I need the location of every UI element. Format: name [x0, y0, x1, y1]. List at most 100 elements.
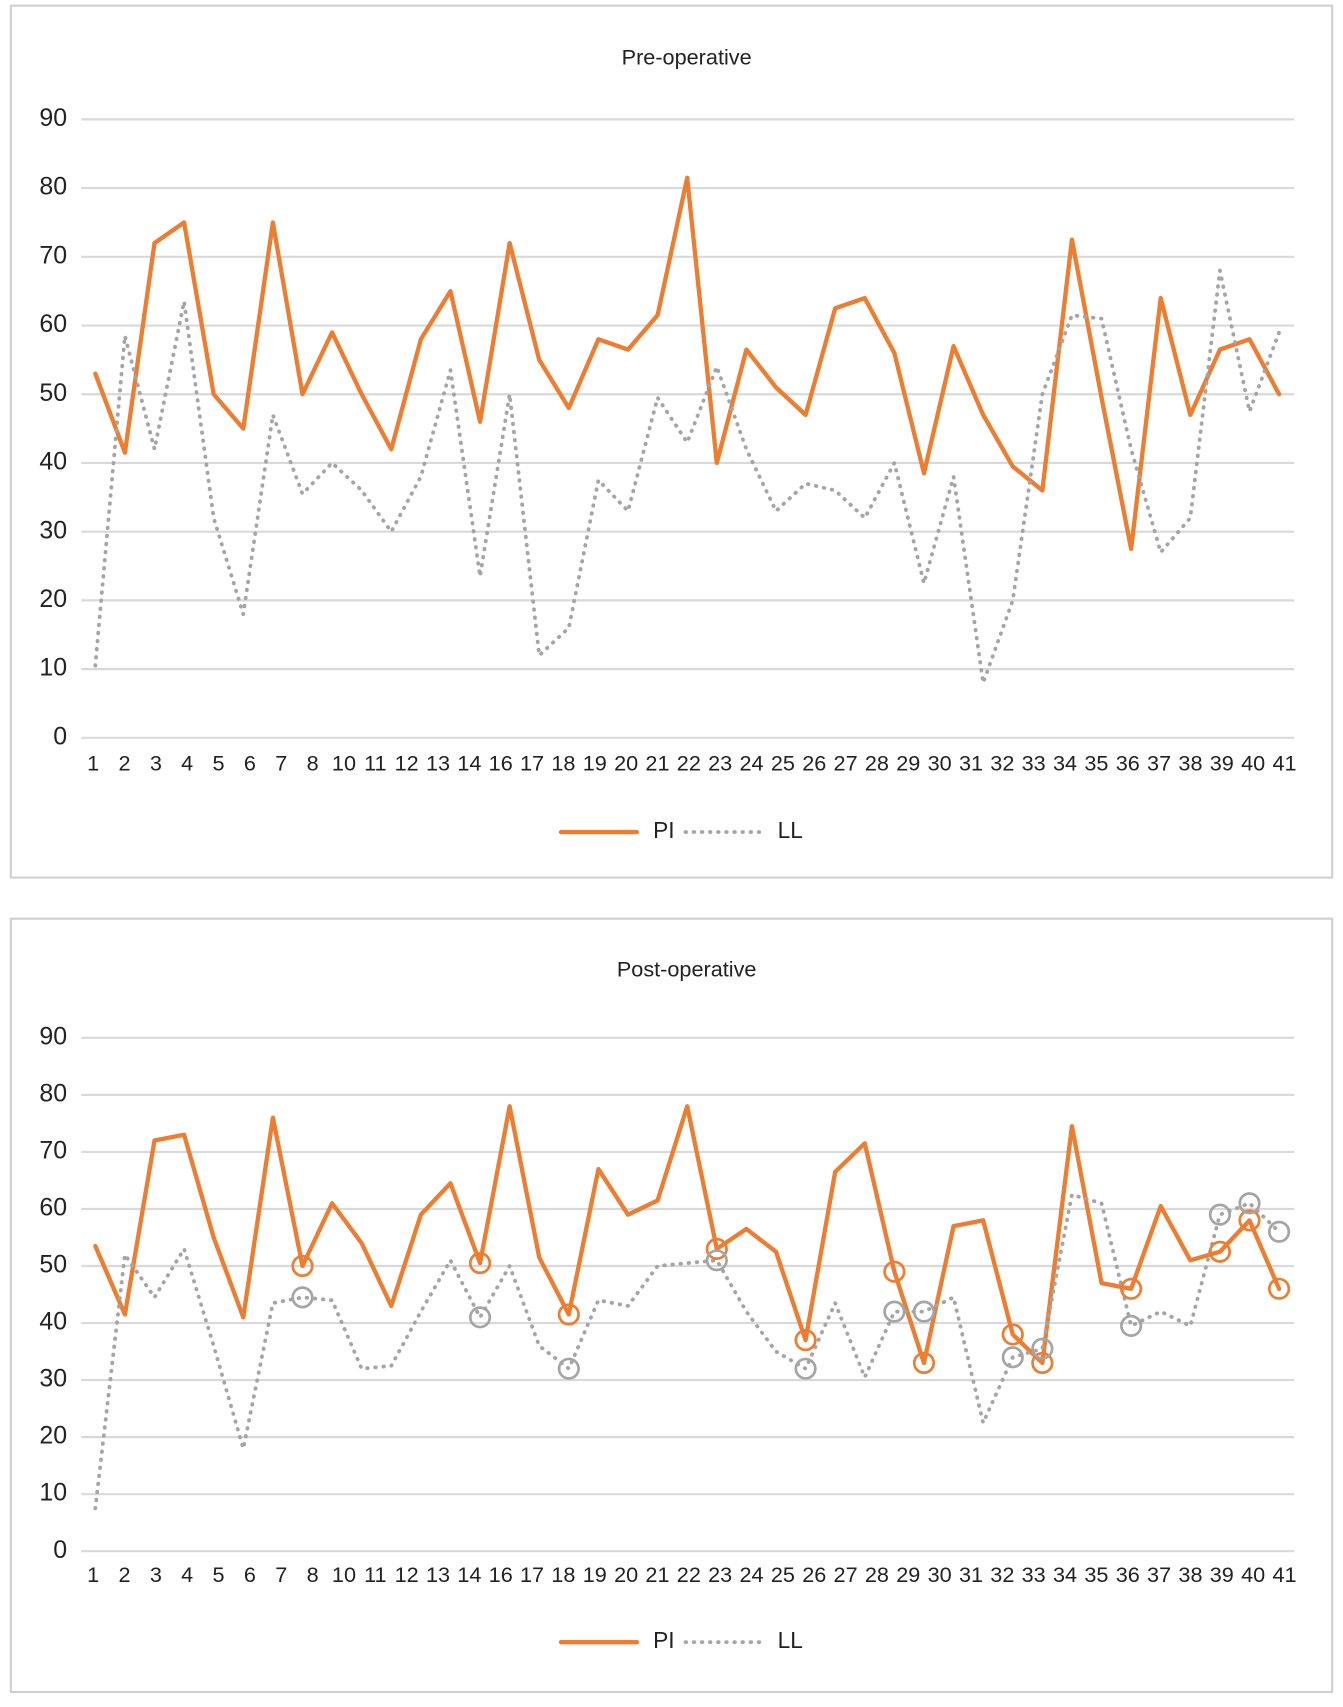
x-tick-label: 31 [959, 751, 983, 776]
x-tick-label: 1 [87, 1562, 99, 1587]
point-marker [1267, 1220, 1291, 1243]
point-marker [1120, 1314, 1143, 1337]
x-tick-label: 12 [395, 1562, 419, 1587]
point-marker [912, 1300, 936, 1323]
x-tick-label: 8 [307, 1562, 319, 1587]
x-tick-label: 24 [739, 751, 763, 776]
point-marker [1001, 1323, 1024, 1346]
x-tick-label: 16 [489, 1562, 513, 1587]
y-tick-label: 20 [39, 585, 67, 613]
x-tick-label: 19 [583, 1562, 607, 1587]
x-tick-label: 39 [1210, 751, 1234, 776]
series-line [93, 1104, 1282, 1366]
x-tick-label: 3 [150, 1562, 162, 1587]
x-tick-label: 16 [489, 751, 513, 776]
x-tick-label: 21 [645, 1562, 669, 1587]
x-tick-label: 22 [677, 751, 701, 776]
point-marker [468, 1306, 492, 1329]
y-tick-label: 50 [39, 1251, 67, 1279]
legend-label: PI [653, 817, 674, 843]
x-tick-label: 25 [771, 1562, 795, 1587]
point-marker [1238, 1209, 1261, 1232]
x-tick-label: 3 [150, 751, 162, 776]
x-tick-label: 17 [520, 751, 544, 776]
x-tick-label: 38 [1178, 751, 1202, 776]
x-tick-label: 5 [213, 1562, 225, 1587]
x-tick-label: 7 [275, 1562, 287, 1587]
point-marker [1208, 1240, 1232, 1263]
x-tick-label: 40 [1241, 1562, 1265, 1587]
y-tick-label: 40 [39, 448, 67, 476]
point-marker [1208, 1203, 1232, 1226]
x-tick-label: 7 [275, 751, 287, 776]
x-tick-label: 36 [1116, 1562, 1140, 1587]
x-tick-label: 23 [708, 751, 732, 776]
x-tick-label: 10 [332, 1562, 356, 1587]
x-tick-label: 26 [802, 751, 826, 776]
x-tick-label: 6 [244, 751, 256, 776]
y-tick-label: 60 [39, 310, 67, 338]
x-tick-label: 41 [1272, 1562, 1296, 1587]
x-tick-label: 28 [865, 1562, 889, 1587]
point-marker [705, 1237, 728, 1260]
y-tick-label: 80 [39, 173, 67, 201]
x-tick-label: 17 [520, 1562, 544, 1587]
point-marker [557, 1357, 580, 1380]
x-tick-label: 8 [307, 751, 319, 776]
x-tick-label: 4 [181, 751, 193, 776]
x-tick-label: 32 [990, 1562, 1014, 1587]
point-marker [1120, 1277, 1143, 1300]
x-tick-label: 30 [928, 1562, 952, 1587]
chart-title: Post-operative [617, 956, 757, 981]
point-marker [291, 1254, 314, 1278]
point-marker [291, 1286, 314, 1309]
x-tick-label: 12 [395, 751, 419, 776]
y-tick-label: 50 [39, 379, 67, 407]
x-tick-label: 4 [181, 1562, 193, 1587]
x-tick-label: 2 [118, 751, 130, 776]
y-tick-label: 40 [39, 1308, 67, 1336]
x-tick-label: 34 [1053, 751, 1077, 776]
y-tick-label: 70 [39, 241, 67, 269]
x-tick-label: 29 [896, 1562, 920, 1587]
x-tick-label: 1 [87, 751, 99, 776]
x-tick-label: 33 [1022, 751, 1046, 776]
x-tick-label: 2 [118, 1562, 130, 1587]
y-tick-label: 90 [39, 1022, 67, 1050]
point-marker [1267, 1277, 1291, 1300]
x-tick-label: 20 [614, 751, 638, 776]
point-marker [468, 1252, 492, 1275]
point-marker [705, 1249, 728, 1272]
point-marker [1031, 1351, 1054, 1375]
x-tick-label: 14 [457, 751, 481, 776]
x-tick-label: 32 [990, 751, 1014, 776]
y-tick-label: 30 [39, 1365, 67, 1393]
point-marker [1238, 1192, 1261, 1215]
x-tick-label: 19 [583, 751, 607, 776]
y-tick-label: 20 [39, 1422, 67, 1450]
x-tick-label: 14 [457, 1562, 481, 1587]
x-tick-label: 38 [1178, 1562, 1202, 1587]
point-marker [883, 1300, 906, 1323]
x-tick-label: 25 [771, 751, 795, 776]
x-tick-label: 13 [426, 1562, 450, 1587]
x-tick-label: 36 [1116, 751, 1140, 776]
y-tick-label: 0 [53, 1536, 67, 1564]
y-tick-label: 80 [39, 1079, 67, 1107]
x-tick-label: 37 [1147, 1562, 1171, 1587]
point-marker [883, 1260, 906, 1283]
y-tick-label: 0 [53, 722, 67, 750]
point-marker [1031, 1337, 1054, 1360]
legend-label: LL [778, 817, 803, 843]
x-tick-label: 31 [959, 1562, 983, 1587]
chart-title: Pre-operative [622, 44, 752, 69]
point-marker [557, 1303, 580, 1326]
x-tick-label: 29 [896, 751, 920, 776]
x-tick-label: 18 [551, 1562, 575, 1587]
x-tick-label: 35 [1084, 751, 1108, 776]
point-marker [1001, 1346, 1024, 1369]
y-tick-label: 10 [39, 654, 67, 682]
legend-label: PI [653, 1627, 674, 1653]
